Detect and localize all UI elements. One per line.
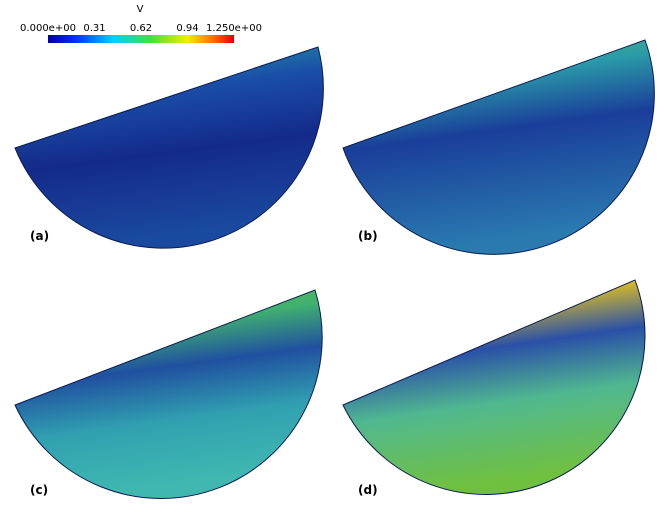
panel-label: (c) [30, 483, 48, 497]
particle-bed [14, 289, 323, 499]
colorbar [48, 35, 234, 43]
colorbar-tick-label: 1.250e+00 [206, 23, 262, 34]
colorbar-tick-label: 0.31 [83, 23, 105, 34]
panel-label: (b) [358, 229, 378, 243]
colorbar-tick-label: 0.000e+00 [20, 23, 76, 34]
panel-label: (d) [358, 483, 378, 497]
colorbar-title: V [137, 4, 144, 15]
colorbar-ticks: 0.000e+00 0.31 0.62 0.94 1.250e+00 [20, 23, 262, 34]
colorbar-tick-label: 0.94 [176, 23, 198, 34]
panel-label: (a) [30, 229, 49, 243]
colorbar-tick-label: 0.62 [130, 23, 152, 34]
particle-bed [14, 46, 324, 249]
particle-bed [342, 39, 655, 255]
particle-bed [342, 279, 646, 495]
